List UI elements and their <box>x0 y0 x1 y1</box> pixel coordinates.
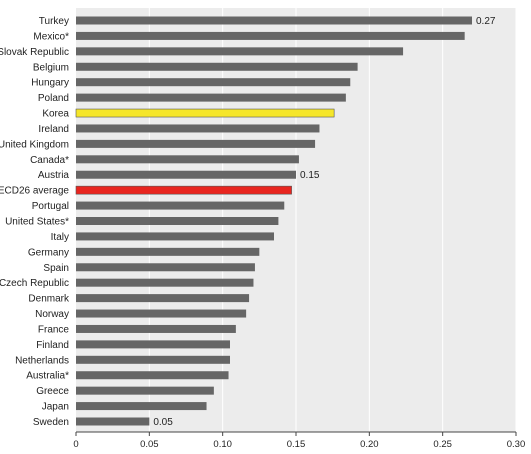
bar-norway <box>76 309 247 318</box>
x-tick-label: 0 <box>73 439 78 450</box>
bar-united-states <box>76 217 279 225</box>
bar-italy <box>76 232 274 241</box>
category-label-hungary: Hungary <box>31 78 69 89</box>
bar-poland <box>76 93 346 102</box>
bar-australia <box>76 371 229 380</box>
bar-mexico <box>76 31 465 40</box>
category-labels: Turkey Mexico* Slovak Republic Belgium Hunga… <box>0 16 70 428</box>
bar-germany <box>76 247 260 256</box>
bar-ireland <box>76 124 320 133</box>
category-label-united-states: United States* <box>5 217 69 228</box>
x-tick-label: 0.15 <box>287 439 306 450</box>
category-label-greece: Greece <box>36 386 69 397</box>
category-label-germany: Germany <box>28 247 69 258</box>
category-label-ireland: Ireland <box>38 124 69 135</box>
category-label-norway: Norway <box>35 309 69 320</box>
category-label-sweden: Sweden <box>33 417 69 428</box>
bar-united-kingdom <box>76 139 316 148</box>
bar-canada <box>76 155 299 164</box>
category-label-italy: Italy <box>51 232 69 243</box>
category-label-turkey: Turkey <box>39 16 69 27</box>
category-label-mexico: Mexico* <box>33 31 69 42</box>
x-tick-label: 0.20 <box>360 439 379 450</box>
data-label-turkey: 0.27 <box>476 16 496 27</box>
category-label-poland: Poland <box>38 93 69 104</box>
x-tick-label: 0.05 <box>140 439 159 450</box>
bars <box>75 16 472 426</box>
category-label-belgium: Belgium <box>33 62 69 73</box>
x-tick-label: 0.30 <box>507 439 526 450</box>
bar-turkey <box>76 16 472 25</box>
bar-austria <box>76 170 296 179</box>
x-axis-ticks: 0 0.05 0.10 0.15 0.20 0.25 0.30 <box>73 432 525 450</box>
category-label-austria: Austria <box>38 170 70 181</box>
category-label-canada: Canada* <box>30 155 69 166</box>
bar-hungary <box>76 78 351 87</box>
category-label-czech-republic: Czech Republic <box>0 278 69 289</box>
category-label-slovak-republic: Slovak Republic <box>0 47 69 58</box>
category-label-japan: Japan <box>42 402 69 413</box>
category-label-korea: Korea <box>42 109 69 120</box>
data-label-austria: 0.15 <box>300 170 320 181</box>
data-label-sweden: 0.05 <box>153 417 173 428</box>
category-label-spain: Spain <box>43 263 69 274</box>
bar-belgium <box>76 62 358 71</box>
x-tick-label: 0.25 <box>433 439 452 450</box>
category-label-australia: Australia* <box>26 371 69 382</box>
data-labels: 0.27 0.15 0.05 <box>153 16 496 428</box>
category-label-portugal: Portugal <box>32 201 69 212</box>
bar-finland <box>76 340 230 349</box>
bar-denmark <box>76 294 250 303</box>
bar-netherlands <box>76 355 230 364</box>
bar-france <box>76 324 236 333</box>
bar-japan <box>76 402 207 411</box>
bar-portugal <box>76 201 285 210</box>
category-label-oecd26-average: OECD26 average <box>0 186 69 197</box>
bar-oecd26-average <box>75 185 292 195</box>
bar-sweden <box>76 417 150 426</box>
bar-spain <box>76 263 255 272</box>
bar-korea <box>75 108 335 118</box>
x-tick-label: 0.10 <box>213 439 232 450</box>
category-label-france: France <box>38 324 70 335</box>
bar-slovak-republic <box>76 47 404 56</box>
category-label-finland: Finland <box>36 340 69 351</box>
category-label-netherlands: Netherlands <box>15 355 69 366</box>
bar-czech-republic <box>76 278 254 287</box>
category-label-united-kingdom: United Kingdom <box>0 139 69 150</box>
category-label-denmark: Denmark <box>28 294 70 305</box>
bar-greece <box>76 386 214 395</box>
